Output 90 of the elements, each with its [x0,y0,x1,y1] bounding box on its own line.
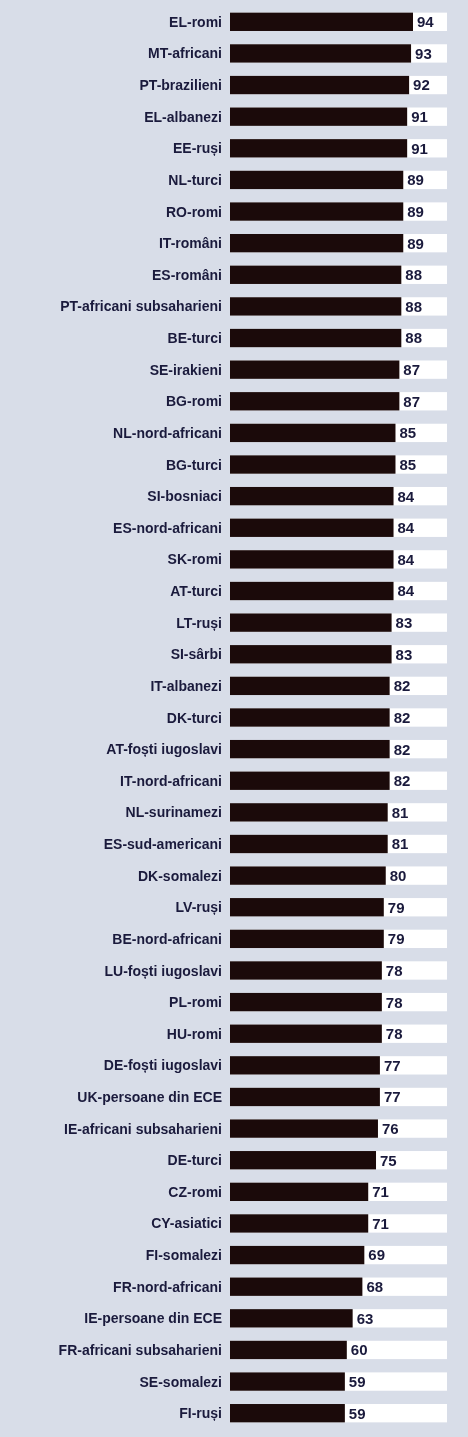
y-tick-label: DE-turci [167,1152,222,1169]
data-label: 84 [397,487,415,505]
y-tick-label: HU-romi [166,1025,222,1042]
y-tick-label: IT-nord-africani [120,772,222,789]
data-label: 78 [385,961,403,979]
data-label: 88 [405,297,423,315]
y-tick-label: FI-somalezi [145,1247,222,1264]
y-tick-label: NL-turci [168,171,222,188]
y-tick-label: DE-foști iugoslavi [103,1057,222,1074]
data-label: 84 [397,550,415,568]
data-label: 92 [413,76,430,94]
y-tick-label: ES-nord-africani [113,519,222,536]
y-tick-label: LU-foști iugoslavi [104,962,222,979]
data-label: 91 [411,108,428,126]
y-tick-label: FR-africani subsaharieni [58,1341,222,1358]
y-tick-label: DK-somalezi [137,867,222,884]
data-label: 88 [405,329,423,347]
y-tick-label: BE-nord-africani [112,930,222,947]
data-label: 81 [391,803,409,821]
y-tick-label: BE-turci [167,330,222,347]
y-tick-label: ES-sud-americani [103,836,222,853]
y-tick-label: MT-africani [148,45,222,62]
y-tick-label: PT-brazilieni [139,77,222,94]
y-tick-label: EL-romi [169,13,222,30]
y-tick-label: BG-turci [166,456,222,473]
data-label: 71 [372,1214,389,1232]
data-label: 84 [397,582,415,600]
data-label: 82 [393,677,411,695]
data-label: 76 [381,1119,399,1137]
y-tick-label: LV-ruși [175,899,222,916]
data-label: 82 [393,772,411,790]
y-tick-label: SK-romi [167,551,222,568]
data-label: 78 [385,1025,403,1043]
data-label: 80 [389,867,407,885]
data-label: 81 [391,835,409,853]
data-label: 88 [405,266,423,284]
data-label: 84 [397,519,415,537]
y-tick-label: RO-romi [166,203,222,220]
data-label: 77 [383,1088,401,1106]
y-tick-label: FI-ruși [179,1405,222,1422]
data-label: 59 [348,1404,366,1422]
y-tick-label: CY-asiatici [151,1215,222,1232]
data-label: 82 [393,708,411,726]
data-label: 79 [387,930,405,948]
y-tick-label: IE-persoane din ECE [84,1310,222,1327]
data-label: 87 [403,361,421,379]
y-tick-label: DK-turci [166,709,222,726]
y-tick-label: EL-albanezi [144,108,222,125]
y-tick-label: LT-ruși [176,614,222,631]
y-tick-label: AT-turci [170,583,222,600]
data-label: 63 [356,1309,374,1327]
y-tick-label: PT-africani subsaharieni [60,298,222,315]
data-label: 78 [385,993,403,1011]
y-tick-label: IT-români [158,235,222,252]
data-label: 87 [403,392,421,410]
y-tick-label: IT-albanezi [150,677,222,694]
y-tick-label: CZ-romi [168,1183,222,1200]
data-label: 60 [350,1341,368,1359]
data-label: 85 [399,455,417,473]
y-tick-label: SE-irakieni [149,361,222,378]
data-label: 89 [407,234,424,252]
y-tick-label: EE-ruși [172,140,222,157]
data-label: 93 [415,44,432,62]
y-tick-label: SE-somalezi [139,1373,222,1390]
data-label: 82 [393,740,411,758]
data-label: 77 [383,1056,401,1074]
data-label: 69 [368,1246,386,1264]
y-tick-label: UK-persoane din ECE [77,1089,222,1106]
y-tick-label: NL-nord-africani [113,424,222,441]
data-label: 68 [366,1278,384,1296]
data-label: 89 [407,202,424,220]
y-tick-label: ES-români [151,266,222,283]
data-label: 79 [387,898,405,916]
y-tick-label: SI-bosniaci [147,488,222,505]
y-tick-label: SI-sârbi [170,646,222,663]
data-label: 89 [407,171,424,189]
y-tick-label: BG-romi [166,393,222,410]
y-tick-label: AT-foști iugoslavi [106,741,222,758]
data-label: 71 [372,1183,389,1201]
data-label: 83 [395,645,413,663]
data-label: 94 [417,13,435,31]
y-tick-label: IE-africani subsaharieni [64,1120,222,1137]
data-label: 83 [395,614,413,632]
y-tick-label: FR-nord-africani [113,1278,222,1295]
y-tick-label: PL-romi [169,994,222,1011]
data-label: 75 [380,1151,397,1169]
y-tick-label: NL-surinamezi [125,804,222,821]
data-label: 59 [348,1372,366,1390]
data-label: 91 [411,139,428,157]
data-label: 85 [399,424,417,442]
